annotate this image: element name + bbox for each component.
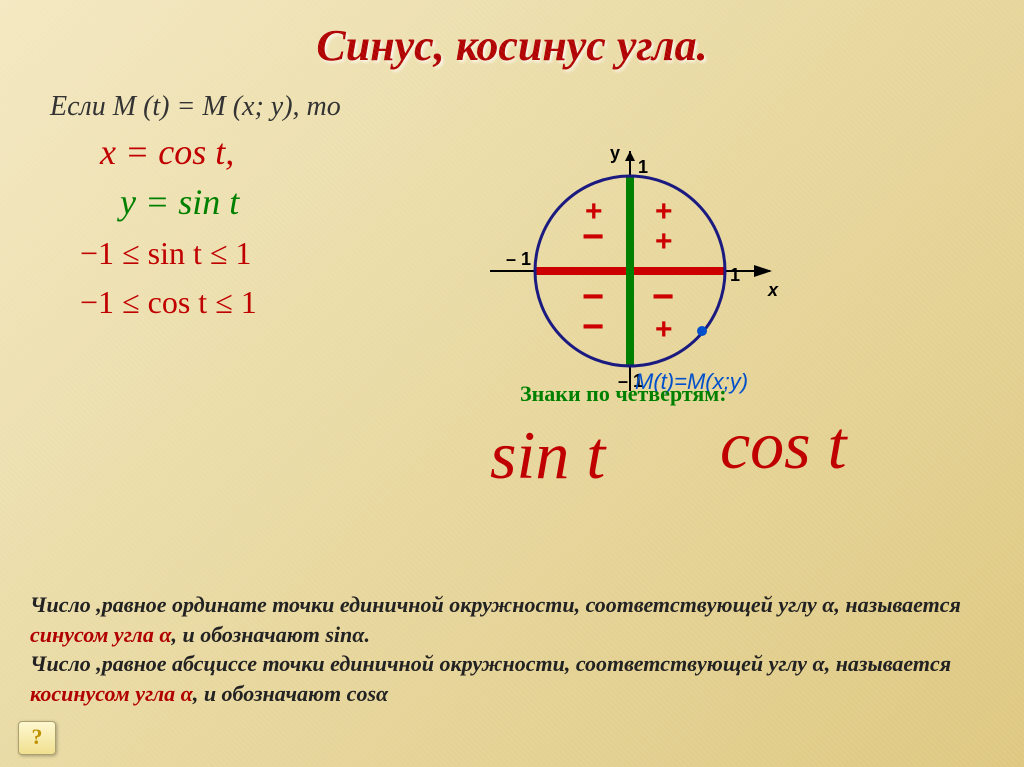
content-area: Если M (t) = M (x; y), то x = cos t, y =… — [0, 71, 1024, 353]
definition-text: Число ,равное ординате точки единичной о… — [30, 590, 994, 709]
def-red1: синусом угла α — [30, 622, 172, 647]
if-condition: Если M (t) = M (x; y), то — [50, 91, 984, 123]
svg-text:+: + — [655, 313, 673, 346]
svg-text:+: + — [655, 225, 673, 258]
axis-x-label: x — [767, 280, 779, 300]
def-part4: , и обозначают cosα — [193, 681, 388, 706]
def-part1: Число ,равное ординате точки единичной о… — [30, 592, 961, 617]
tick-right: 1 — [730, 265, 740, 285]
quadrant-caption: Знаки по четвертям: — [520, 381, 727, 407]
axis-y-label: y — [610, 143, 620, 163]
def-part3: Число ,равное абсциссе точки единичной о… — [30, 651, 951, 676]
svg-text:−: − — [652, 276, 674, 318]
def-red2: косинусом угла α — [30, 681, 193, 706]
tick-left: – 1 — [506, 249, 531, 269]
big-sin-label: sin t — [490, 416, 605, 495]
help-button[interactable]: ? — [18, 721, 56, 755]
def-part2: , и обозначают sinα. — [172, 622, 370, 647]
tick-top: 1 — [638, 157, 648, 177]
big-cos-label: cos t — [720, 406, 847, 485]
svg-text:−: − — [582, 306, 604, 348]
svg-text:−: − — [582, 216, 604, 258]
svg-text:+: + — [655, 195, 673, 228]
page-title: Синус, косинус угла. — [0, 0, 1024, 71]
unit-circle-diagram: 1 – 1 – 1 1 y x + − + + − − − + M(t)=M(x… — [470, 131, 810, 421]
